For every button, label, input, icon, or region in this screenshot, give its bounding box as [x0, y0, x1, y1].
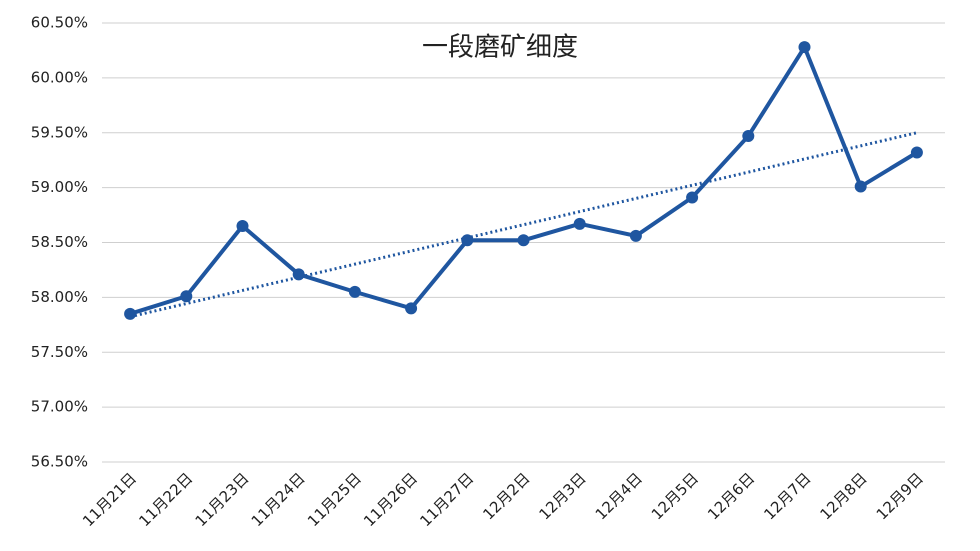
- data-point: [798, 41, 811, 54]
- x-tick-label: 12月4日: [592, 469, 646, 523]
- y-tick-label: 60.50%: [31, 14, 88, 32]
- x-tick-label: 12月7日: [760, 469, 814, 523]
- y-tick-label: 58.00%: [31, 288, 88, 306]
- data-point: [517, 234, 530, 247]
- x-tick-label: 11月22日: [135, 469, 196, 530]
- data-point: [461, 234, 474, 247]
- y-tick-label: 60.00%: [31, 68, 88, 86]
- x-tick-label: 11月23日: [192, 469, 253, 530]
- x-tick-label: 11月26日: [360, 469, 421, 530]
- x-tick-label: 11月27日: [416, 469, 477, 530]
- data-point: [124, 307, 137, 320]
- y-tick-label: 56.50%: [31, 453, 88, 471]
- data-point: [405, 302, 418, 315]
- x-tick-label: 12月8日: [817, 469, 871, 523]
- x-tick-label: 11月25日: [304, 469, 365, 530]
- x-tick-label: 12月5日: [648, 469, 702, 523]
- x-tick-label: 11月21日: [79, 469, 140, 530]
- data-point: [573, 217, 586, 230]
- x-tick-label: 11月24日: [248, 469, 309, 530]
- data-point: [910, 146, 923, 159]
- data-point: [629, 229, 642, 242]
- data-point: [292, 268, 305, 281]
- y-tick-label: 59.50%: [31, 123, 88, 141]
- data-point: [180, 290, 193, 303]
- x-tick-label: 12月6日: [704, 469, 758, 523]
- data-point: [236, 220, 249, 233]
- y-tick-label: 58.50%: [31, 233, 88, 251]
- data-point: [348, 285, 361, 298]
- x-tick-label: 12月3日: [536, 469, 590, 523]
- y-tick-label: 57.00%: [31, 398, 88, 416]
- x-tick-label: 12月2日: [479, 469, 533, 523]
- data-line: [129, 45, 918, 316]
- data-point: [854, 180, 867, 193]
- y-tick-label: 57.50%: [31, 343, 88, 361]
- x-tick-label: 12月9日: [873, 469, 927, 523]
- y-tick-label: 59.00%: [31, 178, 88, 196]
- chart-title: 一段磨矿细度: [422, 33, 578, 63]
- data-point: [686, 191, 699, 204]
- data-point: [742, 130, 755, 143]
